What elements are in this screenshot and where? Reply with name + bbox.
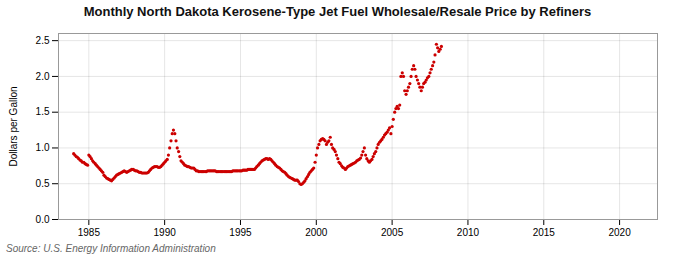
svg-text:1.5: 1.5 [36, 106, 50, 117]
svg-text:0.5: 0.5 [36, 178, 50, 189]
svg-text:1995: 1995 [229, 227, 252, 238]
svg-text:2000: 2000 [305, 227, 328, 238]
html-text:Monthly North Dakota Kerosene-: Monthly North Dakota Kerosene-Type Jet F… [83, 4, 592, 19]
svg-text:Dollars per Gallon: Dollars per Gallon [8, 86, 19, 166]
svg-text:2020: 2020 [608, 227, 631, 238]
html-text:Source: U.S. Energy Informatio: Source: U.S. Energy Information Administ… [6, 243, 216, 254]
svg-text:2010: 2010 [457, 227, 480, 238]
svg-text:2.5: 2.5 [36, 35, 50, 46]
svg-text:2015: 2015 [533, 227, 556, 238]
svg-text:0.0: 0.0 [36, 214, 50, 225]
svg-text:2005: 2005 [381, 227, 404, 238]
svg-text:1990: 1990 [154, 227, 177, 238]
svg-text:1985: 1985 [78, 227, 101, 238]
svg-text:2.0: 2.0 [36, 71, 50, 82]
svg-text:1.0: 1.0 [36, 142, 50, 153]
